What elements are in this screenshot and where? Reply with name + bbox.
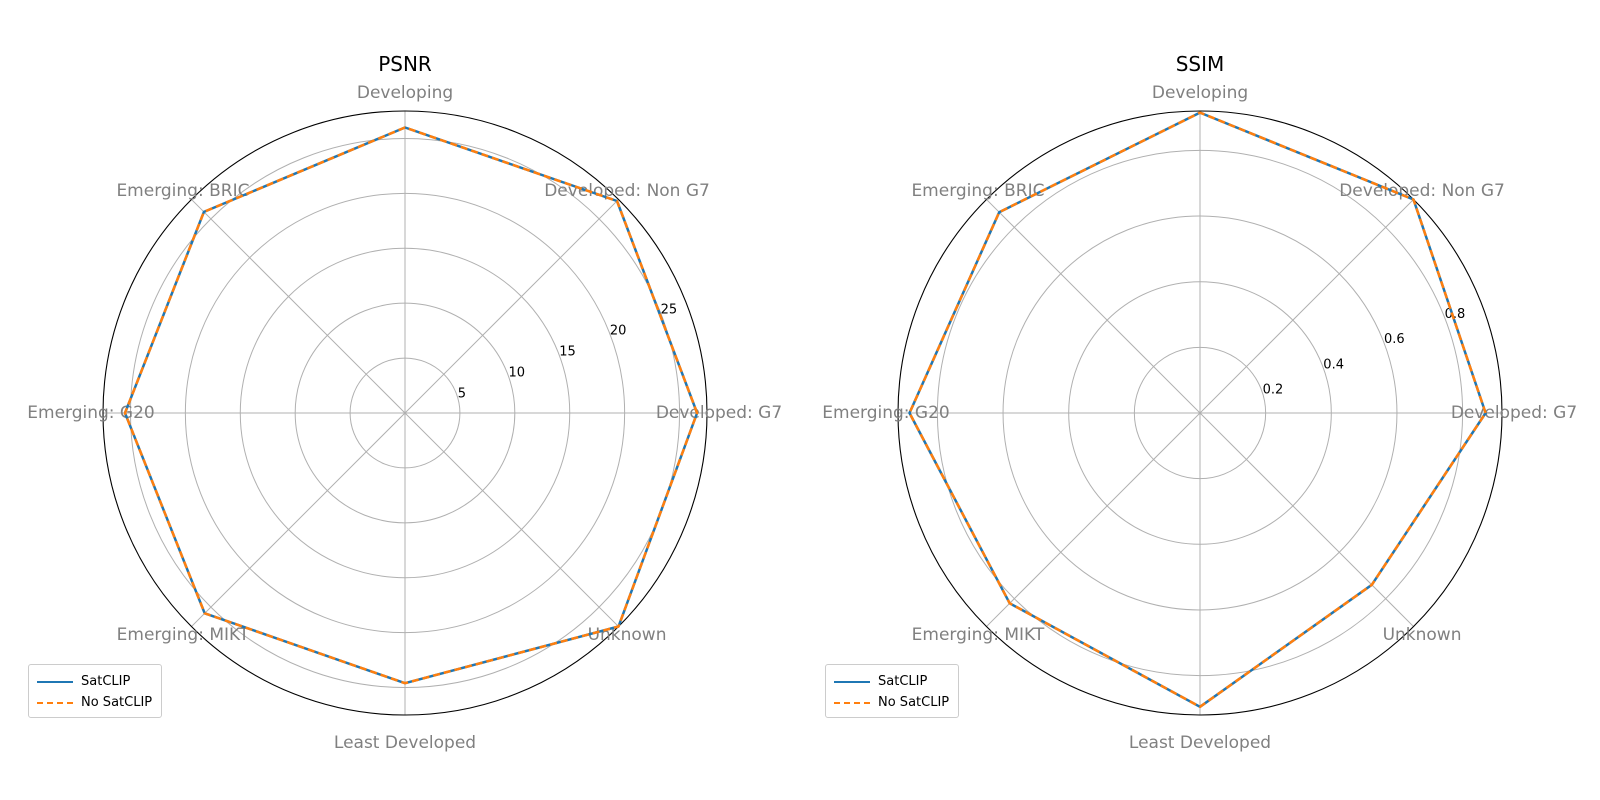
category-label: Emerging: G20: [822, 403, 949, 423]
spoke-line: [986, 412, 1201, 627]
radial-tick-label: 0.4: [1323, 357, 1344, 372]
legend: SatCLIP No SatCLIP: [28, 664, 163, 718]
radial-tick-label: 15: [559, 344, 576, 359]
radial-tick-label: 10: [508, 365, 525, 380]
radar-chart-psnr: 5 10 15 20 25 Developed: G7 Developed: Non G7 D…: [27, 52, 782, 753]
spoke-line: [986, 199, 1201, 414]
spoke-line: [191, 412, 406, 627]
category-label: Emerging: MIKT: [117, 625, 250, 645]
radial-tick-label: 25: [661, 302, 678, 317]
radial-tick-label: 5: [458, 386, 466, 401]
category-label: Developed: G7: [656, 403, 782, 423]
legend-entry: SatCLIP: [37, 671, 152, 692]
category-label: Least Developed: [1129, 733, 1271, 753]
chart-title: SSIM: [1176, 52, 1225, 76]
category-label: Emerging: G20: [27, 403, 154, 423]
category-label: Unknown: [1383, 625, 1462, 645]
polar-frame: [102, 110, 708, 716]
legend-label: SatCLIP: [81, 674, 131, 689]
legend-swatch: [37, 677, 73, 687]
spoke-line: [404, 199, 619, 414]
legend-label: No SatCLIP: [878, 695, 950, 710]
legend-entry: No SatCLIP: [37, 692, 152, 713]
legend-label: No SatCLIP: [81, 695, 153, 710]
category-label: Developed: G7: [1451, 403, 1577, 423]
polar-frame: [897, 110, 1503, 716]
category-label: Developed: Non G7: [544, 181, 710, 201]
category-label: Unknown: [588, 625, 667, 645]
series-line-satclip: [123, 126, 699, 685]
spoke-line: [1199, 412, 1414, 627]
series-line-no-satclip: [908, 111, 1487, 709]
legend: SatCLIP No SatCLIP: [825, 664, 960, 718]
spoke-line: [191, 199, 406, 414]
chart-title: PSNR: [378, 52, 432, 76]
legend-swatch: [834, 677, 870, 687]
radial-tick-label: 20: [610, 323, 627, 338]
category-label: Emerging: MIKT: [912, 625, 1045, 645]
category-label: Developing: [357, 83, 453, 103]
category-label: Emerging: BRIC: [116, 181, 249, 201]
category-label: Emerging: BRIC: [911, 181, 1044, 201]
legend-swatch: [37, 698, 73, 708]
spoke-line: [1199, 199, 1414, 414]
radial-tick-label: 0.6: [1384, 332, 1405, 347]
legend-entry: SatCLIP: [834, 671, 949, 692]
legend-label: SatCLIP: [878, 674, 928, 689]
category-label: Least Developed: [334, 733, 476, 753]
category-label: Developing: [1152, 83, 1248, 103]
category-label: Developed: Non G7: [1339, 181, 1505, 201]
series-line-no-satclip: [123, 126, 699, 685]
legend-entry: No SatCLIP: [834, 692, 949, 713]
spoke-line: [404, 412, 619, 627]
radial-tick-label: 0.2: [1263, 382, 1284, 397]
legend-swatch: [834, 698, 870, 708]
